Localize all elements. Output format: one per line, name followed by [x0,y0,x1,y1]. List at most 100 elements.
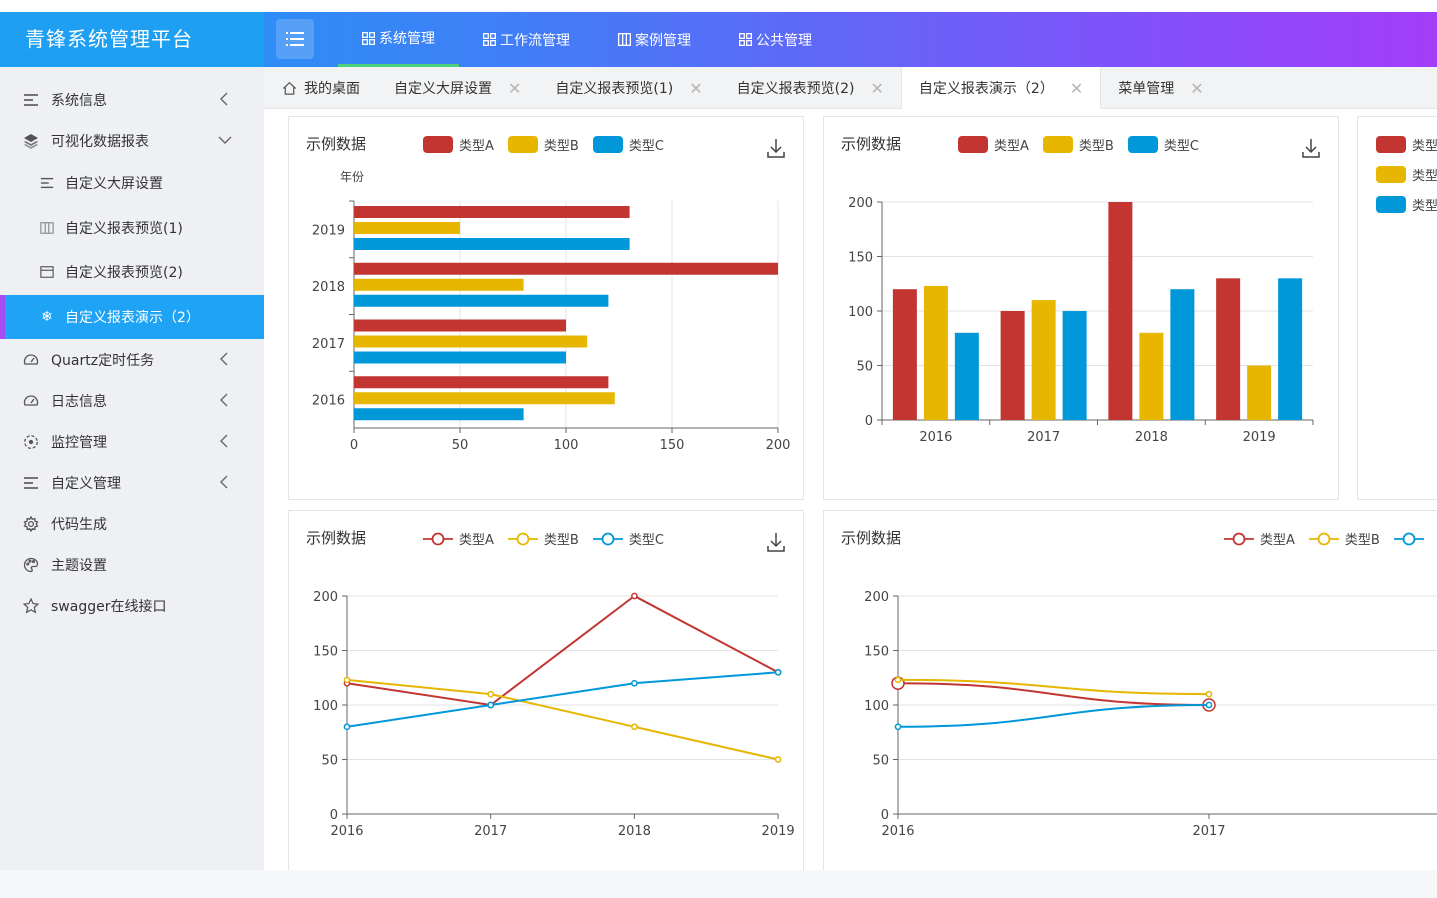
legend-swatch [423,136,453,153]
topnav-label: 案例管理 [635,32,691,49]
tab-home[interactable]: 我的桌面 [264,67,377,109]
legend-line-marker [1224,532,1254,545]
sidebar-item-label: 自定义报表预览(1) [65,220,183,237]
app-title: 青锋系统管理平台 [0,12,264,67]
tab-label: 我的桌面 [304,81,360,97]
tab-report-preview-1[interactable]: 自定义报表预览(1) ✕ [538,67,719,109]
tab-menu-manage[interactable]: 菜单管理 ✕ [1101,67,1220,109]
legend-item-a[interactable]: 类型A [1224,529,1295,548]
legend-line-marker [1393,532,1424,545]
list-icon [40,176,54,190]
close-icon[interactable]: ✕ [1190,78,1204,98]
bar [1139,332,1164,420]
data-point [894,723,902,731]
card-title: 示例数据 [841,135,902,153]
data-point [487,690,495,698]
chevron-down-icon [218,136,232,144]
legend-item-a[interactable]: 类型A [423,529,494,548]
legend-label: 类型B [1078,139,1114,154]
tab-report-preview-2[interactable]: 自定义报表预览(2) ✕ [720,67,901,109]
bar [354,319,566,332]
sidebar-item-logs[interactable]: 日志信息 [0,380,264,421]
y-tick-label: 200 [848,196,873,211]
bar [354,238,630,250]
main-content: 示例数据 类型A 类型B 类型C 0 50 100 150 200 年份 2016 2017 2… [264,109,1437,870]
download-icon[interactable] [766,531,786,553]
legend-item-b[interactable]: 类型B [1308,529,1380,548]
y-tick-label: 100 [313,699,338,714]
chart-card-clipped: 类型 类型 类型 [1357,116,1437,500]
tab-custom-screen[interactable]: 自定义大屏设置 ✕ [377,67,538,109]
close-icon[interactable]: ✕ [870,78,884,98]
bar [354,222,460,234]
legend-item-a[interactable]: 类型A [958,135,1029,154]
sidebar-item-theme[interactable]: 主题设置 [0,544,264,585]
sidebar-item-custom-manage[interactable]: 自定义管理 [0,462,264,503]
data-point [1205,690,1213,698]
x-tick-label: 100 [554,438,579,453]
topnav-public[interactable]: 公共管理 [715,12,836,67]
legend-item-c[interactable] [1393,529,1424,548]
sidebar-item-custom-screen[interactable]: 自定义大屏设置 [0,161,264,206]
sidebar-item-label: 代码生成 [51,516,107,533]
sidebar-item-report-demo-2[interactable]: ❄ 自定义报表演示（2） [0,294,264,339]
columns-icon [40,221,54,235]
legend-item-a[interactable]: 类型A [423,135,494,154]
legend-item-a[interactable]: 类型 [1376,135,1437,154]
legend-label: 类型C [628,533,664,548]
topnav-system[interactable]: 系统管理 [338,12,459,67]
x-tick-label: 2016 [919,430,952,445]
sidebar-item-monitor[interactable]: 监控管理 [0,421,264,462]
card-title: 示例数据 [306,529,367,547]
close-icon[interactable]: ✕ [508,78,522,98]
topnav-cases[interactable]: 案例管理 [594,12,715,67]
legend-item-b[interactable]: 类型B [1042,135,1114,154]
legend-line-marker [507,532,538,545]
legend-item-c[interactable]: 类型C [592,529,664,548]
y-tick-label: 0 [881,808,889,823]
top-nav: 系统管理 工作流管理 案例管理 公共管理 [338,12,836,67]
legend-label: 类型A [459,533,494,548]
tab-report-demo-2[interactable]: 自定义报表演示（2） ✕ [900,67,1102,109]
legend-item-b[interactable]: 类型B [507,529,579,548]
sidebar-item-quartz[interactable]: Quartz定时任务 [0,339,264,380]
sidebar-item-label: 自定义管理 [51,475,121,492]
sidebar-item-label: 自定义大屏设置 [65,176,163,193]
sidebar-item-report-preview-2[interactable]: 自定义报表预览(2) [0,250,264,295]
series-line [897,704,1210,728]
series-line [897,678,1210,696]
legend-line-marker [592,532,623,545]
bar [354,278,524,291]
legend-label: 类型 [1412,139,1437,154]
menu-toggle-button[interactable] [276,19,314,59]
legend-item-c[interactable]: 类型C [1127,135,1199,154]
close-icon[interactable]: ✕ [1069,78,1084,98]
sidebar-item-swagger[interactable]: swagger在线接口 [0,585,264,626]
sidebar-item-label: 系统信息 [51,92,107,109]
topnav-workflow[interactable]: 工作流管理 [459,12,594,67]
legend-item-b[interactable]: 类型B [507,135,579,154]
top-header: 青锋系统管理平台 系统管理 工作流管理 案例管理 公共管理 [0,12,1437,67]
chart-legend: 类型A 类型B 类型C [958,135,1199,154]
data-point [1205,701,1213,709]
legend-item-c[interactable]: 类型C [592,135,664,154]
download-icon[interactable] [766,137,786,159]
sidebar-item-label: 监控管理 [51,434,107,451]
list-icon [22,91,40,109]
topnav-label: 系统管理 [379,31,435,47]
sidebar-item-system-info[interactable]: 系统信息 [0,79,264,120]
card-title: 示例数据 [841,529,902,547]
sidebar-item-label: 自定义报表演示（2） [65,309,200,326]
legend-swatch [507,136,538,153]
sidebar-item-visual-reports[interactable]: 可视化数据报表 [0,120,264,161]
sidebar-item-codegen[interactable]: 代码生成 [0,503,264,544]
legend-item-b[interactable]: 类型 [1376,165,1437,184]
palette-icon [22,556,40,574]
download-icon[interactable] [1301,137,1321,159]
legend-item-c[interactable]: 类型 [1376,195,1437,214]
x-tick-label: 2017 [474,824,507,839]
sidebar-item-report-preview-1[interactable]: 自定义报表预览(1) [0,206,264,251]
series-line [346,594,779,707]
close-icon[interactable]: ✕ [689,78,703,98]
bar [1108,202,1133,420]
